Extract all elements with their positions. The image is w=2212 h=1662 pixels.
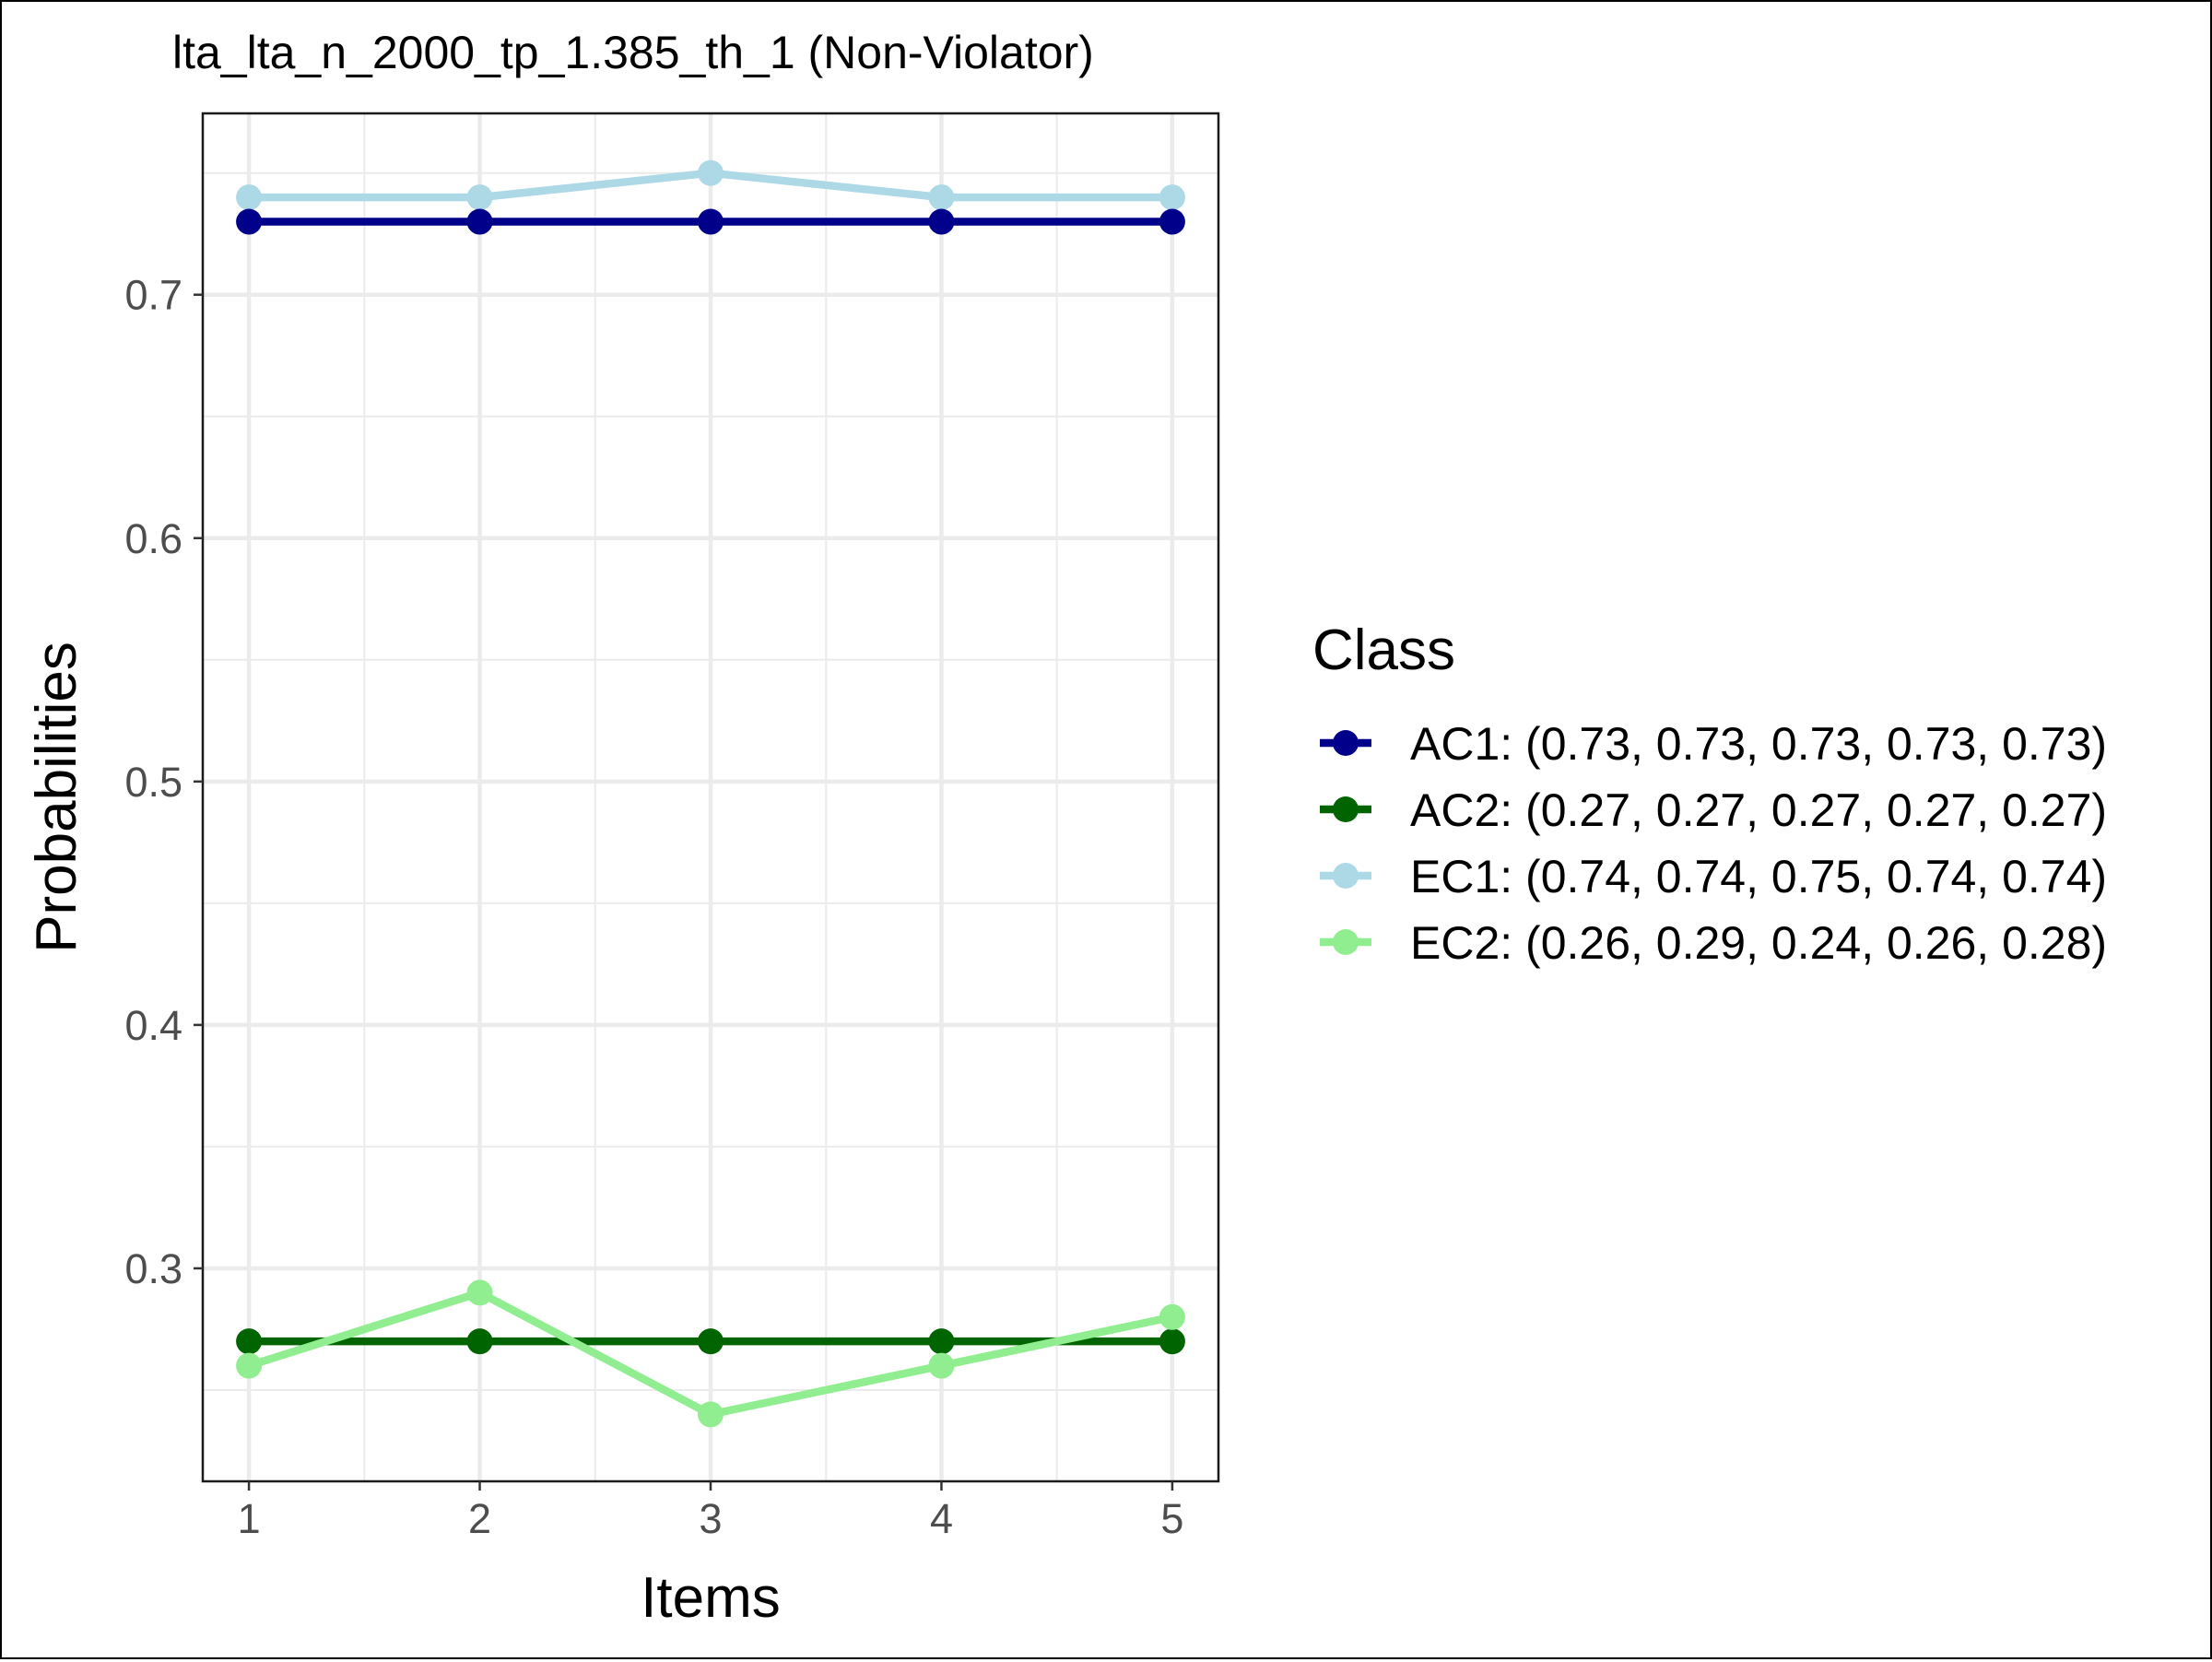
legend-key-point <box>1333 929 1359 955</box>
y-tick-label: 0.6 <box>124 515 182 562</box>
data-point-ec1 <box>928 184 955 211</box>
legend-key-point <box>1333 730 1359 756</box>
data-point-ac1 <box>928 208 955 235</box>
data-point-ec2 <box>466 1279 493 1306</box>
legend-label: EC2: (0.26, 0.29, 0.24, 0.26, 0.28) <box>1410 917 2107 969</box>
legend-label: EC1: (0.74, 0.74, 0.75, 0.74, 0.74) <box>1410 851 2107 902</box>
x-tick-label: 5 <box>1160 1495 1183 1542</box>
y-tick-label: 0.4 <box>124 1002 182 1049</box>
x-tick-label: 1 <box>238 1495 261 1542</box>
series-ec1 <box>236 159 1185 211</box>
gridlines <box>203 113 1218 1481</box>
legend-label: AC2: (0.27, 0.27, 0.27, 0.27, 0.27) <box>1410 784 2107 836</box>
data-point-ac1 <box>236 208 263 235</box>
legend-key-point <box>1333 863 1359 889</box>
data-point-ec1 <box>466 184 493 211</box>
series-ac1 <box>236 208 1185 235</box>
y-axis-title: Probabilities <box>25 642 88 953</box>
data-point-ac1 <box>466 208 493 235</box>
y-tick-label: 0.7 <box>124 272 182 319</box>
x-tick-label: 3 <box>699 1495 722 1542</box>
data-point-ac2 <box>928 1328 955 1355</box>
chart-title: lta_lta_n_2000_tp_1.385_th_1 (Non-Violat… <box>172 27 1094 78</box>
data-point-ac2 <box>698 1328 724 1355</box>
data-point-ac1 <box>698 208 724 235</box>
data-point-ac1 <box>1159 208 1185 235</box>
data-point-ec1 <box>698 159 724 186</box>
y-tick-label: 0.3 <box>124 1245 182 1292</box>
legend-key-point <box>1333 796 1359 822</box>
data-point-ac2 <box>1159 1328 1185 1355</box>
series-ac2 <box>236 1328 1185 1355</box>
x-tick-label: 2 <box>468 1495 491 1542</box>
data-point-ec2 <box>928 1352 955 1379</box>
data-point-ac2 <box>236 1328 263 1355</box>
y-tick-label: 0.5 <box>124 759 182 806</box>
data-point-ec1 <box>1159 184 1185 211</box>
series-ec2 <box>236 1279 1185 1428</box>
legend-item-ec2: EC2: (0.26, 0.29, 0.24, 0.26, 0.28) <box>1320 917 2107 969</box>
data-point-ec2 <box>698 1401 724 1428</box>
data-point-ec2 <box>236 1352 263 1379</box>
legend-item-ac2: AC2: (0.27, 0.27, 0.27, 0.27, 0.27) <box>1320 784 2107 836</box>
series-layer <box>236 159 1185 1428</box>
legend-label: AC1: (0.73, 0.73, 0.73, 0.73, 0.73) <box>1410 718 2107 770</box>
axis-ticks: 0.3 0.4 0.5 0.6 0.7 1 2 3 4 5 <box>124 272 1183 1542</box>
x-axis-title: Items <box>641 1566 781 1630</box>
data-point-ec2 <box>1159 1303 1185 1330</box>
x-tick-label: 4 <box>930 1495 953 1542</box>
legend-item-ec1: EC1: (0.74, 0.74, 0.75, 0.74, 0.74) <box>1320 851 2107 902</box>
data-point-ec1 <box>236 184 263 211</box>
data-point-ac2 <box>466 1328 493 1355</box>
legend-title: Class <box>1312 619 1455 682</box>
legend-item-ac1: AC1: (0.73, 0.73, 0.73, 0.73, 0.73) <box>1320 718 2107 770</box>
legend: Class AC1: (0.73, 0.73, 0.73, 0.73, 0.73… <box>1312 619 2107 969</box>
